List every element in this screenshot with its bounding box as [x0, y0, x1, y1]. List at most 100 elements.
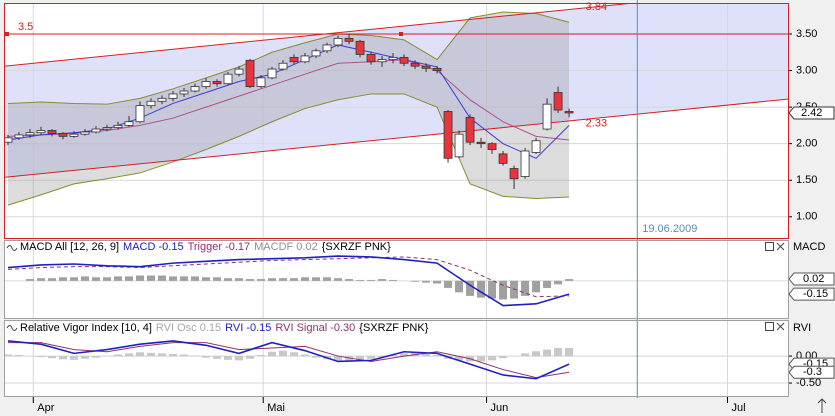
candle-body	[223, 73, 233, 85]
candle-body	[212, 81, 222, 85]
indicator-line	[7, 255, 570, 307]
histogram-bar	[521, 280, 530, 296]
histogram-bar	[279, 278, 288, 281]
value-badge-label: -0.3	[803, 366, 822, 378]
histogram-bar	[477, 356, 486, 362]
close-button[interactable]	[776, 322, 785, 331]
scroll-arrow[interactable]	[817, 398, 827, 413]
histogram-bar	[444, 280, 453, 288]
histogram-bar	[235, 278, 244, 281]
histogram-bar	[400, 353, 409, 357]
histogram-bar	[47, 278, 56, 281]
histogram-bar	[146, 275, 155, 281]
title-part: RVI Signal -0.30	[275, 322, 355, 334]
histogram-bar	[565, 279, 574, 281]
band-fill	[7, 12, 570, 206]
value-badge-label: -0.15	[803, 288, 828, 300]
histogram-bar	[290, 352, 299, 357]
candle-body	[531, 140, 541, 153]
histogram-bar	[91, 277, 100, 281]
histogram-bar	[168, 353, 177, 357]
main-plot	[5, 4, 788, 238]
value-badge	[788, 365, 835, 379]
y-tick-label: -0.50	[796, 377, 821, 389]
candle-body	[14, 134, 24, 139]
histogram-bar	[488, 356, 497, 361]
histogram-bar	[224, 278, 233, 281]
histogram-bar	[58, 277, 67, 281]
moving-average	[7, 59, 570, 141]
title-part: MACD All [12, 26, 9]	[20, 241, 119, 253]
candle-body	[333, 37, 343, 46]
histogram-bar	[124, 353, 133, 357]
line-label: 3.5	[18, 21, 33, 33]
candle-body	[91, 128, 101, 133]
histogram-bar	[213, 277, 222, 281]
histogram-bar	[367, 356, 376, 359]
histogram-bar	[58, 356, 67, 360]
histogram-bar	[411, 280, 420, 282]
histogram-bar	[146, 352, 155, 357]
histogram-bar	[157, 353, 166, 357]
close-button[interactable]	[776, 242, 785, 251]
histogram-bar	[521, 353, 530, 357]
title-part: Trigger -0.17	[188, 241, 251, 253]
indicator-icon	[6, 325, 18, 331]
macd-panel	[5, 241, 788, 318]
title-part: Relative Vigor Index [10, 4]	[20, 322, 152, 334]
candle-body	[190, 86, 200, 92]
candle-body	[256, 77, 266, 88]
candle-body	[410, 62, 420, 67]
price-badge-label: 2.42	[801, 107, 822, 119]
maximize-button[interactable]	[765, 242, 774, 251]
histogram-bar	[499, 356, 508, 359]
histogram-bar	[488, 280, 497, 299]
histogram-bar	[179, 354, 188, 357]
histogram-bar	[157, 275, 166, 281]
candle-body	[278, 62, 288, 70]
histogram-bar	[334, 356, 343, 361]
maximize-button[interactable]	[765, 322, 774, 331]
candle-body	[366, 54, 376, 63]
histogram-bar	[455, 280, 464, 293]
histogram-bar	[389, 354, 398, 357]
histogram-bar	[25, 279, 34, 281]
histogram-bar	[477, 280, 486, 298]
histogram-bar	[290, 278, 299, 281]
histogram-bar	[69, 356, 78, 360]
histogram-bar	[334, 278, 343, 281]
candle-body	[179, 90, 189, 95]
price-badge	[788, 106, 835, 120]
candle-body	[443, 111, 453, 159]
candle-body	[102, 127, 112, 130]
y-tick-label: 3.50	[796, 28, 817, 40]
rvi-plot	[5, 321, 788, 396]
candle-body	[80, 131, 90, 135]
y-tick-label: 3.00	[796, 64, 817, 76]
overlay: 1.001.502.002.503.003.50AprMaiJunJul3.53…	[18, 0, 835, 414]
histogram-bar	[510, 280, 519, 299]
candle-body	[421, 65, 431, 69]
band-line	[7, 93, 570, 206]
indicator-icon	[6, 245, 18, 251]
histogram-bar	[389, 279, 398, 281]
histogram-bar	[14, 354, 23, 357]
value-badge	[788, 287, 835, 301]
histogram-bar	[499, 280, 508, 300]
channel-fill	[5, 4, 788, 178]
histogram-bar	[202, 356, 211, 358]
title-part: {SXRZF PNK}	[359, 322, 428, 334]
histogram-bar	[323, 277, 332, 281]
histogram-bar	[433, 354, 442, 357]
candle-body	[476, 141, 486, 145]
histogram-bar	[268, 278, 277, 281]
panel-title: Relative Vigor Index [10, 4] RVI Osc 0.15…	[20, 322, 429, 334]
histogram-bar	[135, 352, 144, 357]
histogram-bar	[356, 356, 365, 361]
y-tick-label: 1.00	[796, 211, 817, 223]
histogram-bar	[257, 279, 266, 281]
histogram-bar	[312, 277, 321, 281]
main-panel-border	[4, 3, 789, 239]
histogram-bar	[532, 351, 541, 357]
candle-body	[69, 133, 79, 137]
